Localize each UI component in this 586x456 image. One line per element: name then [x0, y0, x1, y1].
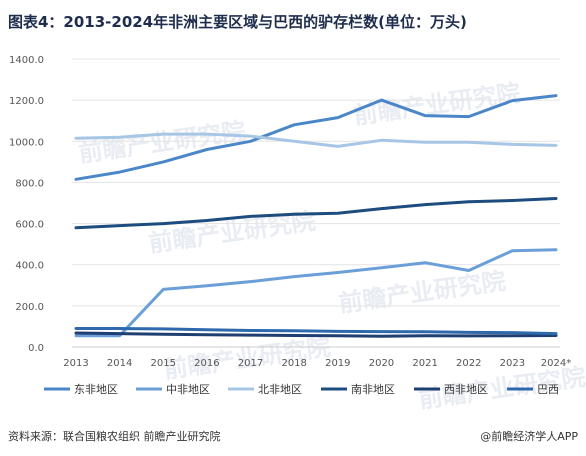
x-tick-label: 2019 [325, 358, 350, 369]
x-tick-label: 2022 [456, 358, 481, 369]
y-tick-label: 1400.0 [9, 55, 44, 66]
legend-label: 东非地区 [74, 383, 118, 396]
y-tick-label: 200.0 [15, 302, 44, 313]
series-line-4 [74, 331, 558, 338]
y-axis-ticks: 0.0 200.0 400.0 600.0 800.0 1000.0 1200.0 1400.… [9, 55, 44, 354]
x-tick-label: 2017 [238, 358, 263, 369]
x-axis-ticks: 2013 2014 2015 2016 2017 2018 2019 2020 2021 2022… [63, 358, 571, 369]
watermark-text: 前瞻产业研究院 [337, 267, 507, 318]
legend-label: 西非地区 [444, 383, 488, 396]
x-tick-label: 2024* [541, 358, 571, 369]
series-line-0 [74, 94, 558, 181]
y-tick-label: 600.0 [15, 220, 44, 231]
x-tick-label: 2013 [63, 358, 88, 369]
watermark-text: 前瞻产业研究院 [352, 79, 522, 130]
y-tick-label: 400.0 [15, 261, 44, 272]
series-line-5 [74, 327, 558, 336]
legend-label: 北非地区 [258, 383, 302, 396]
x-tick-label: 2016 [194, 358, 219, 369]
x-tick-label: 2021 [412, 358, 437, 369]
x-tick-label: 2023 [500, 358, 525, 369]
y-tick-label: 0.0 [28, 343, 44, 354]
series-line-2 [74, 132, 558, 148]
watermark-text: 前瞻产业研究院 [417, 363, 586, 414]
x-tick-label: 2020 [369, 358, 394, 369]
legend-label: 南非地区 [351, 383, 395, 396]
series-line-1 [74, 248, 558, 338]
legend: 东非地区 中非地区 北非地区 南非地区 西非地区 巴西 [44, 383, 559, 396]
y-tick-label: 800.0 [15, 178, 44, 189]
x-tick-label: 2014 [107, 358, 132, 369]
x-tick-label: 2015 [151, 358, 176, 369]
y-tick-label: 1200.0 [9, 96, 44, 107]
watermark-text: 前瞻产业研究院 [77, 117, 247, 168]
x-tick-label: 2018 [281, 358, 306, 369]
footer: 资料来源：联合国粮农组织 前瞻产业研究院 @前瞻经济学人APP [8, 428, 578, 446]
legend-label: 巴西 [537, 383, 559, 396]
brand-credit: @前瞻经济学人APP [480, 430, 578, 443]
legend-label: 中非地区 [166, 383, 210, 396]
source-note: 资料来源：联合国粮农组织 前瞻产业研究院 [8, 430, 221, 443]
series-line-3 [74, 197, 558, 230]
y-tick-label: 1000.0 [9, 137, 44, 148]
chart-title: 图表4：2013-2024年非洲主要区域与巴西的驴存栏数(单位：万头) [8, 13, 467, 31]
series-lines [74, 94, 558, 338]
